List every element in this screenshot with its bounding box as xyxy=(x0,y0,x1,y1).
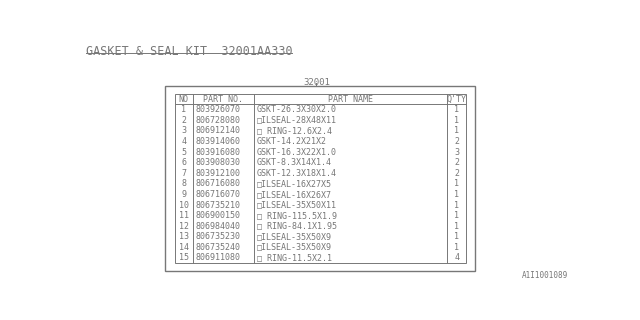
Text: GSKT-16.3X22X1.0: GSKT-16.3X22X1.0 xyxy=(257,148,337,156)
Text: 1: 1 xyxy=(454,201,459,210)
Text: 1: 1 xyxy=(454,190,459,199)
Text: 15: 15 xyxy=(179,253,189,262)
Text: 3: 3 xyxy=(181,126,186,135)
Text: 803926070: 803926070 xyxy=(195,105,241,114)
Text: 806716070: 806716070 xyxy=(195,190,241,199)
Text: 2: 2 xyxy=(454,137,459,146)
Text: GSKT-12.3X18X1.4: GSKT-12.3X18X1.4 xyxy=(257,169,337,178)
Text: GSKT-8.3X14X1.4: GSKT-8.3X14X1.4 xyxy=(257,158,332,167)
Text: 1: 1 xyxy=(454,116,459,125)
Text: 2: 2 xyxy=(181,116,186,125)
Text: GSKT-14.2X21X2: GSKT-14.2X21X2 xyxy=(257,137,326,146)
Text: GSKT-26.3X30X2.0: GSKT-26.3X30X2.0 xyxy=(257,105,337,114)
Text: 1: 1 xyxy=(454,211,459,220)
Text: 5: 5 xyxy=(181,148,186,156)
Text: 803916080: 803916080 xyxy=(195,148,241,156)
Text: 806716080: 806716080 xyxy=(195,179,241,188)
Text: 803912100: 803912100 xyxy=(195,169,241,178)
Text: 6: 6 xyxy=(181,158,186,167)
Text: 7: 7 xyxy=(181,169,186,178)
Text: GASKET & SEAL KIT  32001AA330: GASKET & SEAL KIT 32001AA330 xyxy=(86,44,293,58)
Text: 13: 13 xyxy=(179,232,189,241)
Text: □ILSEAL-16X27X5: □ILSEAL-16X27X5 xyxy=(257,179,332,188)
Text: 1: 1 xyxy=(454,179,459,188)
Text: 806912140: 806912140 xyxy=(195,126,241,135)
Text: A1I1001089: A1I1001089 xyxy=(522,271,568,280)
Text: 1: 1 xyxy=(454,126,459,135)
Text: 806735230: 806735230 xyxy=(195,232,241,241)
Text: 11: 11 xyxy=(179,211,189,220)
Text: □ILSEAL-35X50X11: □ILSEAL-35X50X11 xyxy=(257,201,337,210)
Text: □ILSEAL-16X26X7: □ILSEAL-16X26X7 xyxy=(257,190,332,199)
Text: □ RING-11.5X2.1: □ RING-11.5X2.1 xyxy=(257,253,332,262)
Text: 9: 9 xyxy=(181,190,186,199)
Text: 1: 1 xyxy=(181,105,186,114)
Text: 1: 1 xyxy=(454,222,459,231)
Text: 2: 2 xyxy=(454,158,459,167)
Text: 2: 2 xyxy=(454,169,459,178)
Text: Q'TY: Q'TY xyxy=(447,95,467,104)
Text: 1: 1 xyxy=(454,243,459,252)
Text: 3: 3 xyxy=(454,148,459,156)
Text: 1: 1 xyxy=(454,105,459,114)
Text: 806911080: 806911080 xyxy=(195,253,241,262)
Text: NO: NO xyxy=(179,95,189,104)
Text: 14: 14 xyxy=(179,243,189,252)
Text: PART NO.: PART NO. xyxy=(204,95,243,104)
Text: 10: 10 xyxy=(179,201,189,210)
Text: □ RING-84.1X1.95: □ RING-84.1X1.95 xyxy=(257,222,337,231)
Text: 12: 12 xyxy=(179,222,189,231)
Text: □ RING-12.6X2.4: □ RING-12.6X2.4 xyxy=(257,126,332,135)
Text: 806900150: 806900150 xyxy=(195,211,241,220)
Text: 803908030: 803908030 xyxy=(195,158,241,167)
Text: 806735210: 806735210 xyxy=(195,201,241,210)
Text: 32001: 32001 xyxy=(303,78,330,87)
Bar xyxy=(175,94,466,263)
Text: 803914060: 803914060 xyxy=(195,137,241,146)
Text: □ILSEAL-28X48X11: □ILSEAL-28X48X11 xyxy=(257,116,337,125)
Text: □ILSEAL-35X50X9: □ILSEAL-35X50X9 xyxy=(257,243,332,252)
Bar xyxy=(165,86,476,271)
Text: 806728080: 806728080 xyxy=(195,116,241,125)
Text: 806984040: 806984040 xyxy=(195,222,241,231)
Text: 8: 8 xyxy=(181,179,186,188)
Text: 4: 4 xyxy=(454,253,459,262)
Text: 1: 1 xyxy=(454,232,459,241)
Text: PART NAME: PART NAME xyxy=(328,95,373,104)
Text: 4: 4 xyxy=(181,137,186,146)
Text: 806735240: 806735240 xyxy=(195,243,241,252)
Text: □ILSEAL-35X50X9: □ILSEAL-35X50X9 xyxy=(257,232,332,241)
Text: □ RING-115.5X1.9: □ RING-115.5X1.9 xyxy=(257,211,337,220)
